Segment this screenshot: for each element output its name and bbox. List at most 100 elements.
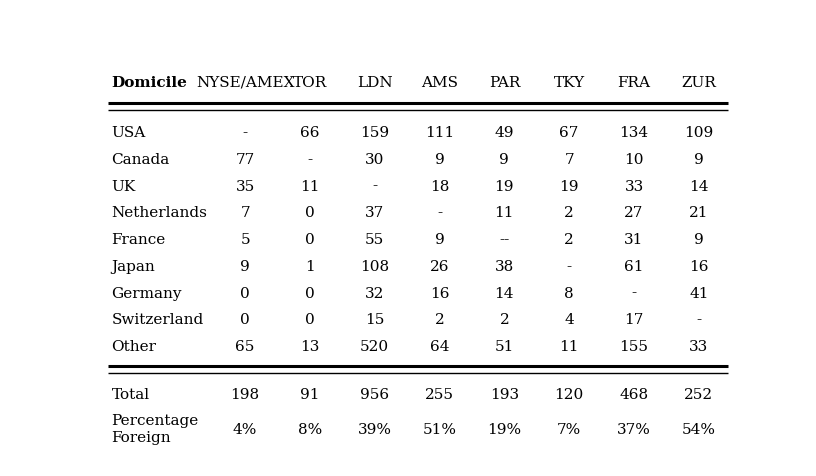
- Text: 51%: 51%: [423, 423, 456, 436]
- Text: 7%: 7%: [557, 423, 581, 436]
- Text: FRA: FRA: [618, 76, 650, 90]
- Text: Percentage
Foreign: Percentage Foreign: [112, 415, 199, 445]
- Text: 11: 11: [560, 340, 579, 354]
- Text: TOR: TOR: [293, 76, 327, 90]
- Text: 111: 111: [425, 126, 455, 140]
- Text: 32: 32: [365, 287, 384, 300]
- Text: 19%: 19%: [487, 423, 521, 436]
- Text: 38: 38: [494, 260, 514, 274]
- Text: Netherlands: Netherlands: [112, 206, 207, 220]
- Text: 155: 155: [619, 340, 649, 354]
- Text: -: -: [308, 153, 313, 167]
- Text: 10: 10: [624, 153, 644, 167]
- Text: 11: 11: [300, 179, 320, 194]
- Text: 49: 49: [494, 126, 514, 140]
- Text: 9: 9: [435, 233, 445, 247]
- Text: 0: 0: [240, 287, 250, 300]
- Text: Japan: Japan: [112, 260, 155, 274]
- Text: 255: 255: [425, 387, 454, 402]
- Text: --: --: [499, 233, 509, 247]
- Text: 468: 468: [619, 387, 649, 402]
- Text: Total: Total: [112, 387, 149, 402]
- Text: 7: 7: [240, 206, 250, 220]
- Text: 55: 55: [365, 233, 384, 247]
- Text: -: -: [696, 313, 702, 327]
- Text: 1: 1: [305, 260, 315, 274]
- Text: 4%: 4%: [233, 423, 257, 436]
- Text: 77: 77: [236, 153, 255, 167]
- Text: Germany: Germany: [112, 287, 182, 300]
- Text: 14: 14: [689, 179, 708, 194]
- Text: 9: 9: [499, 153, 509, 167]
- Text: 9: 9: [694, 233, 703, 247]
- Text: 2: 2: [435, 313, 445, 327]
- Text: 134: 134: [619, 126, 649, 140]
- Text: 37%: 37%: [617, 423, 651, 436]
- Text: 11: 11: [494, 206, 514, 220]
- Text: 14: 14: [494, 287, 514, 300]
- Text: 17: 17: [624, 313, 644, 327]
- Text: LDN: LDN: [357, 76, 392, 90]
- Text: 35: 35: [236, 179, 255, 194]
- Text: 520: 520: [360, 340, 389, 354]
- Text: 2: 2: [565, 206, 574, 220]
- Text: 7: 7: [565, 153, 574, 167]
- Text: 65: 65: [235, 340, 255, 354]
- Text: 0: 0: [305, 287, 315, 300]
- Text: 30: 30: [365, 153, 384, 167]
- Text: UK: UK: [112, 179, 135, 194]
- Text: 16: 16: [689, 260, 708, 274]
- Text: Domicile: Domicile: [112, 76, 188, 90]
- Text: -: -: [242, 126, 247, 140]
- Text: USA: USA: [112, 126, 146, 140]
- Text: 9: 9: [694, 153, 703, 167]
- Text: 0: 0: [240, 313, 250, 327]
- Text: TKY: TKY: [553, 76, 585, 90]
- Text: 120: 120: [555, 387, 583, 402]
- Text: 64: 64: [430, 340, 450, 354]
- Text: 8%: 8%: [298, 423, 322, 436]
- Text: 5: 5: [240, 233, 250, 247]
- Text: 198: 198: [230, 387, 259, 402]
- Text: 33: 33: [690, 340, 708, 354]
- Text: 15: 15: [365, 313, 384, 327]
- Text: 109: 109: [684, 126, 713, 140]
- Text: ZUR: ZUR: [681, 76, 716, 90]
- Text: Switzerland: Switzerland: [112, 313, 204, 327]
- Text: 108: 108: [360, 260, 389, 274]
- Text: 2: 2: [499, 313, 509, 327]
- Text: 21: 21: [689, 206, 708, 220]
- Text: 37: 37: [365, 206, 384, 220]
- Text: 54%: 54%: [682, 423, 716, 436]
- Text: 956: 956: [360, 387, 389, 402]
- Text: France: France: [112, 233, 166, 247]
- Text: 67: 67: [560, 126, 579, 140]
- Text: 19: 19: [494, 179, 514, 194]
- Text: -: -: [437, 206, 442, 220]
- Text: 9: 9: [435, 153, 445, 167]
- Text: 33: 33: [624, 179, 644, 194]
- Text: 27: 27: [624, 206, 644, 220]
- Text: PAR: PAR: [489, 76, 520, 90]
- Text: 159: 159: [360, 126, 389, 140]
- Text: 41: 41: [689, 287, 708, 300]
- Text: 8: 8: [565, 287, 574, 300]
- Text: 91: 91: [300, 387, 320, 402]
- Text: 0: 0: [305, 233, 315, 247]
- Text: Other: Other: [112, 340, 157, 354]
- Text: 9: 9: [240, 260, 250, 274]
- Text: -: -: [372, 179, 377, 194]
- Text: 39%: 39%: [357, 423, 392, 436]
- Text: 61: 61: [624, 260, 644, 274]
- Text: 13: 13: [300, 340, 320, 354]
- Text: 0: 0: [305, 206, 315, 220]
- Text: Canada: Canada: [112, 153, 170, 167]
- Text: 252: 252: [685, 387, 713, 402]
- Text: 0: 0: [305, 313, 315, 327]
- Text: -: -: [566, 260, 572, 274]
- Text: AMS: AMS: [421, 76, 458, 90]
- Text: 16: 16: [430, 287, 450, 300]
- Text: -: -: [632, 287, 636, 300]
- Text: 51: 51: [494, 340, 514, 354]
- Text: 2: 2: [565, 233, 574, 247]
